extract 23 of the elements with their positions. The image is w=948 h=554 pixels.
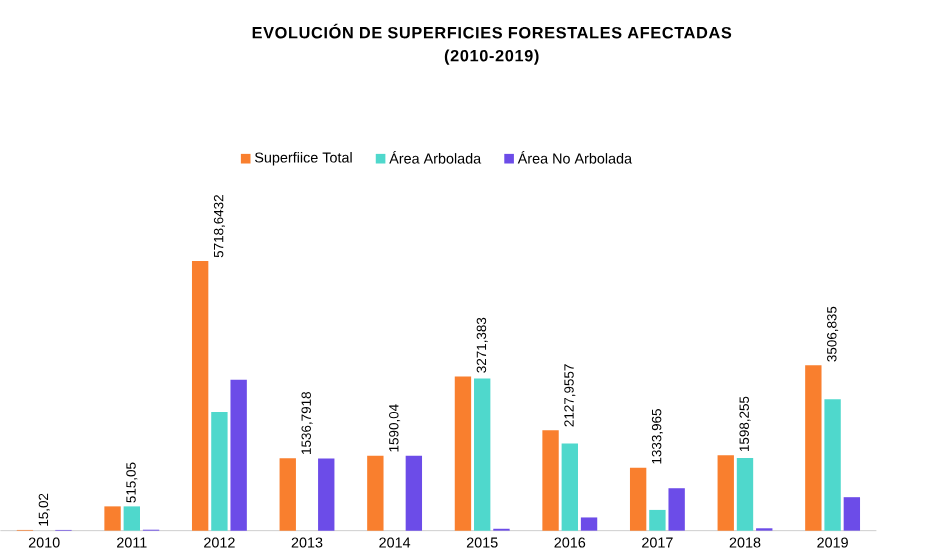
bar xyxy=(843,497,861,531)
bar xyxy=(717,455,734,531)
bar xyxy=(230,379,247,531)
bar xyxy=(561,443,578,531)
bar xyxy=(580,517,598,531)
bar xyxy=(542,430,559,531)
bar xyxy=(318,458,335,531)
bar xyxy=(405,455,423,531)
bar xyxy=(824,399,841,531)
bar xyxy=(104,506,121,531)
bar xyxy=(805,365,822,531)
bar xyxy=(211,411,228,531)
bar xyxy=(454,376,472,531)
bar xyxy=(191,261,209,531)
bar xyxy=(474,378,491,531)
bar xyxy=(279,458,296,531)
chart-title: EVOLUCIÓN DE SUPERFICIES FORESTALES AFECTADAS (2010-2019) xyxy=(252,23,732,65)
bar xyxy=(649,509,666,531)
bar xyxy=(123,506,140,531)
bar xyxy=(367,455,384,531)
bar xyxy=(629,467,647,531)
bar xyxy=(668,488,685,531)
bar xyxy=(736,458,754,531)
